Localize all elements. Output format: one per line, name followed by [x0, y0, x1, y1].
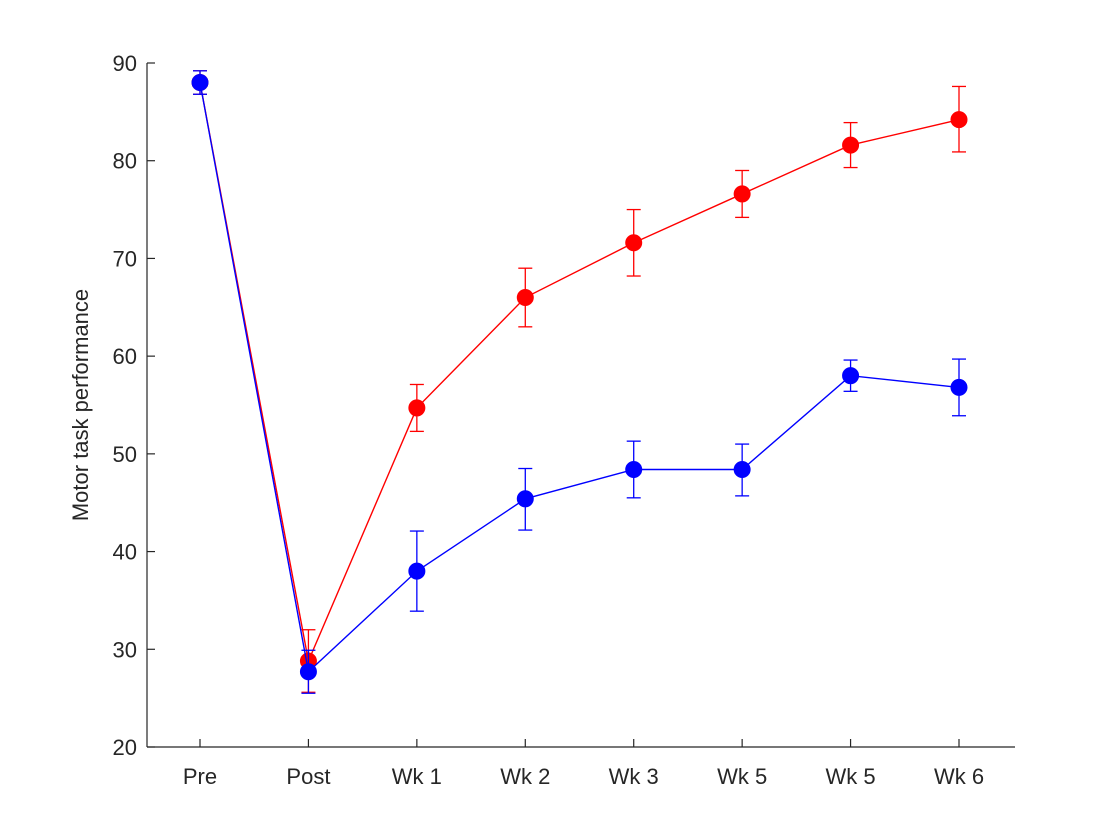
data-point — [842, 367, 860, 385]
x-tick-label: Post — [286, 764, 330, 789]
axes — [146, 63, 1015, 748]
data-point — [191, 74, 209, 92]
series-layer — [191, 70, 968, 694]
series-line — [199, 82, 960, 674]
data-point — [950, 111, 968, 129]
x-tick-label: Wk 1 — [392, 764, 442, 789]
x-tick-label: Wk 6 — [934, 764, 984, 789]
series-1 — [191, 70, 968, 694]
y-tick-label: 80 — [113, 149, 137, 174]
y-tick-label: 90 — [113, 51, 137, 76]
data-point — [408, 399, 426, 417]
data-point — [299, 663, 317, 681]
x-tick-label: Wk 5 — [826, 764, 876, 789]
y-axis-label: Motor task performance — [68, 289, 93, 521]
y-tick-label: 40 — [113, 540, 137, 565]
data-point — [516, 289, 534, 307]
data-point — [842, 136, 860, 154]
y-tick-label: 30 — [113, 637, 137, 662]
y-tick-label: 50 — [113, 442, 137, 467]
data-point — [625, 460, 643, 478]
x-tick-label: Pre — [183, 764, 217, 789]
data-point — [516, 490, 534, 508]
y-tick-label: 70 — [113, 246, 137, 271]
data-point — [625, 234, 643, 252]
data-point — [733, 185, 751, 203]
y-tick-label: 20 — [113, 735, 137, 760]
series-line — [199, 82, 960, 664]
x-tick-label: Wk 5 — [717, 764, 767, 789]
data-point — [408, 562, 426, 580]
x-tick-label: Wk 3 — [609, 764, 659, 789]
data-point — [733, 460, 751, 478]
data-point — [950, 378, 968, 396]
x-ticks: Pre Post Wk 1 Wk 2 Wk 3 Wk 5 Wk 5 Wk 6 — [183, 739, 984, 789]
y-ticks: 20 30 40 50 60 70 80 90 — [113, 51, 155, 760]
y-tick-label: 60 — [113, 344, 137, 369]
x-tick-label: Wk 2 — [500, 764, 550, 789]
